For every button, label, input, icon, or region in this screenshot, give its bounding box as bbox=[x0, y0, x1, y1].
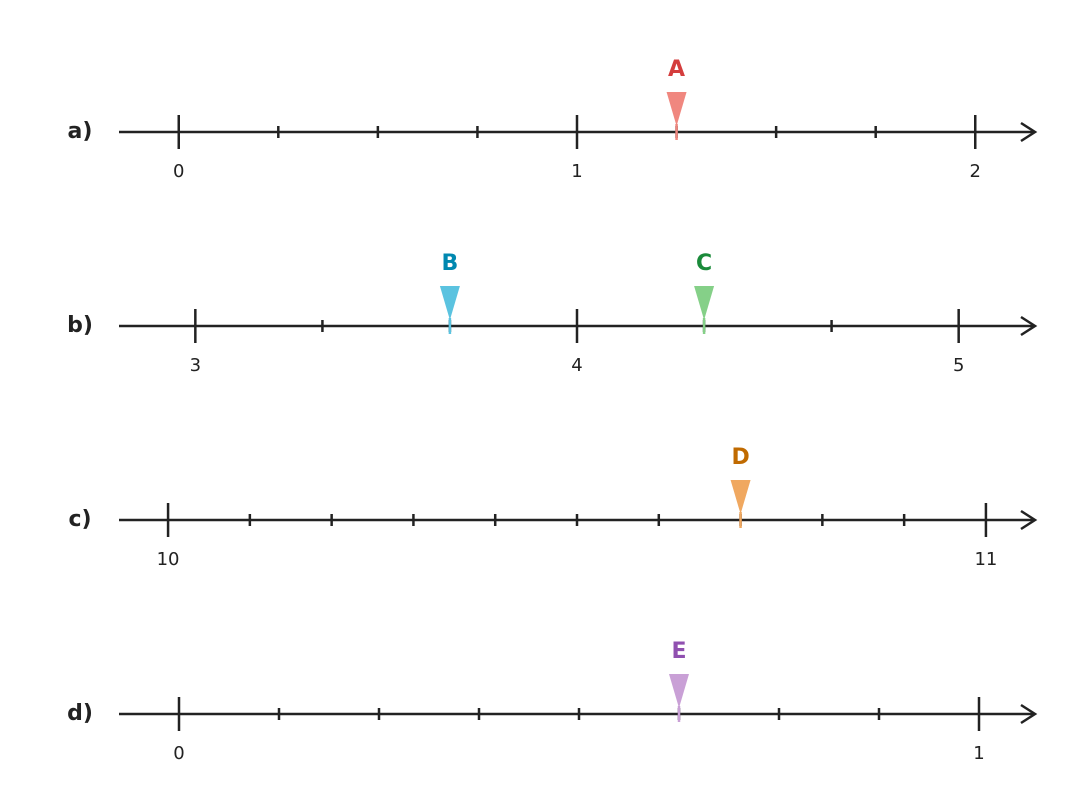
marker-label: D bbox=[731, 445, 749, 470]
marker bbox=[666, 92, 687, 126]
axis-arrow bbox=[1020, 703, 1038, 725]
line-label: a) bbox=[68, 119, 93, 144]
tick-label: 1 bbox=[973, 743, 984, 764]
marker-label: B bbox=[442, 251, 459, 276]
tick-label: 11 bbox=[974, 549, 997, 570]
tick-label: 2 bbox=[970, 161, 981, 182]
tick-label: 10 bbox=[157, 549, 180, 570]
marker bbox=[439, 286, 460, 320]
tick-label: 3 bbox=[190, 355, 201, 376]
line-label: b) bbox=[67, 313, 93, 338]
axis-arrow bbox=[1020, 315, 1038, 337]
marker-label: A bbox=[668, 57, 685, 82]
marker-label: E bbox=[671, 639, 686, 664]
marker-label: C bbox=[696, 251, 712, 276]
marker bbox=[694, 286, 715, 320]
axis-arrow bbox=[1020, 509, 1038, 531]
tick-label: 0 bbox=[173, 161, 184, 182]
line-label: d) bbox=[67, 701, 93, 726]
tick-label: 1 bbox=[571, 161, 582, 182]
tick-label: 0 bbox=[173, 743, 184, 764]
tick-label: 5 bbox=[953, 355, 964, 376]
tick-label: 4 bbox=[571, 355, 582, 376]
marker bbox=[669, 674, 689, 708]
axis-arrow bbox=[1020, 121, 1038, 143]
marker bbox=[730, 480, 751, 514]
line-label: c) bbox=[68, 507, 91, 532]
